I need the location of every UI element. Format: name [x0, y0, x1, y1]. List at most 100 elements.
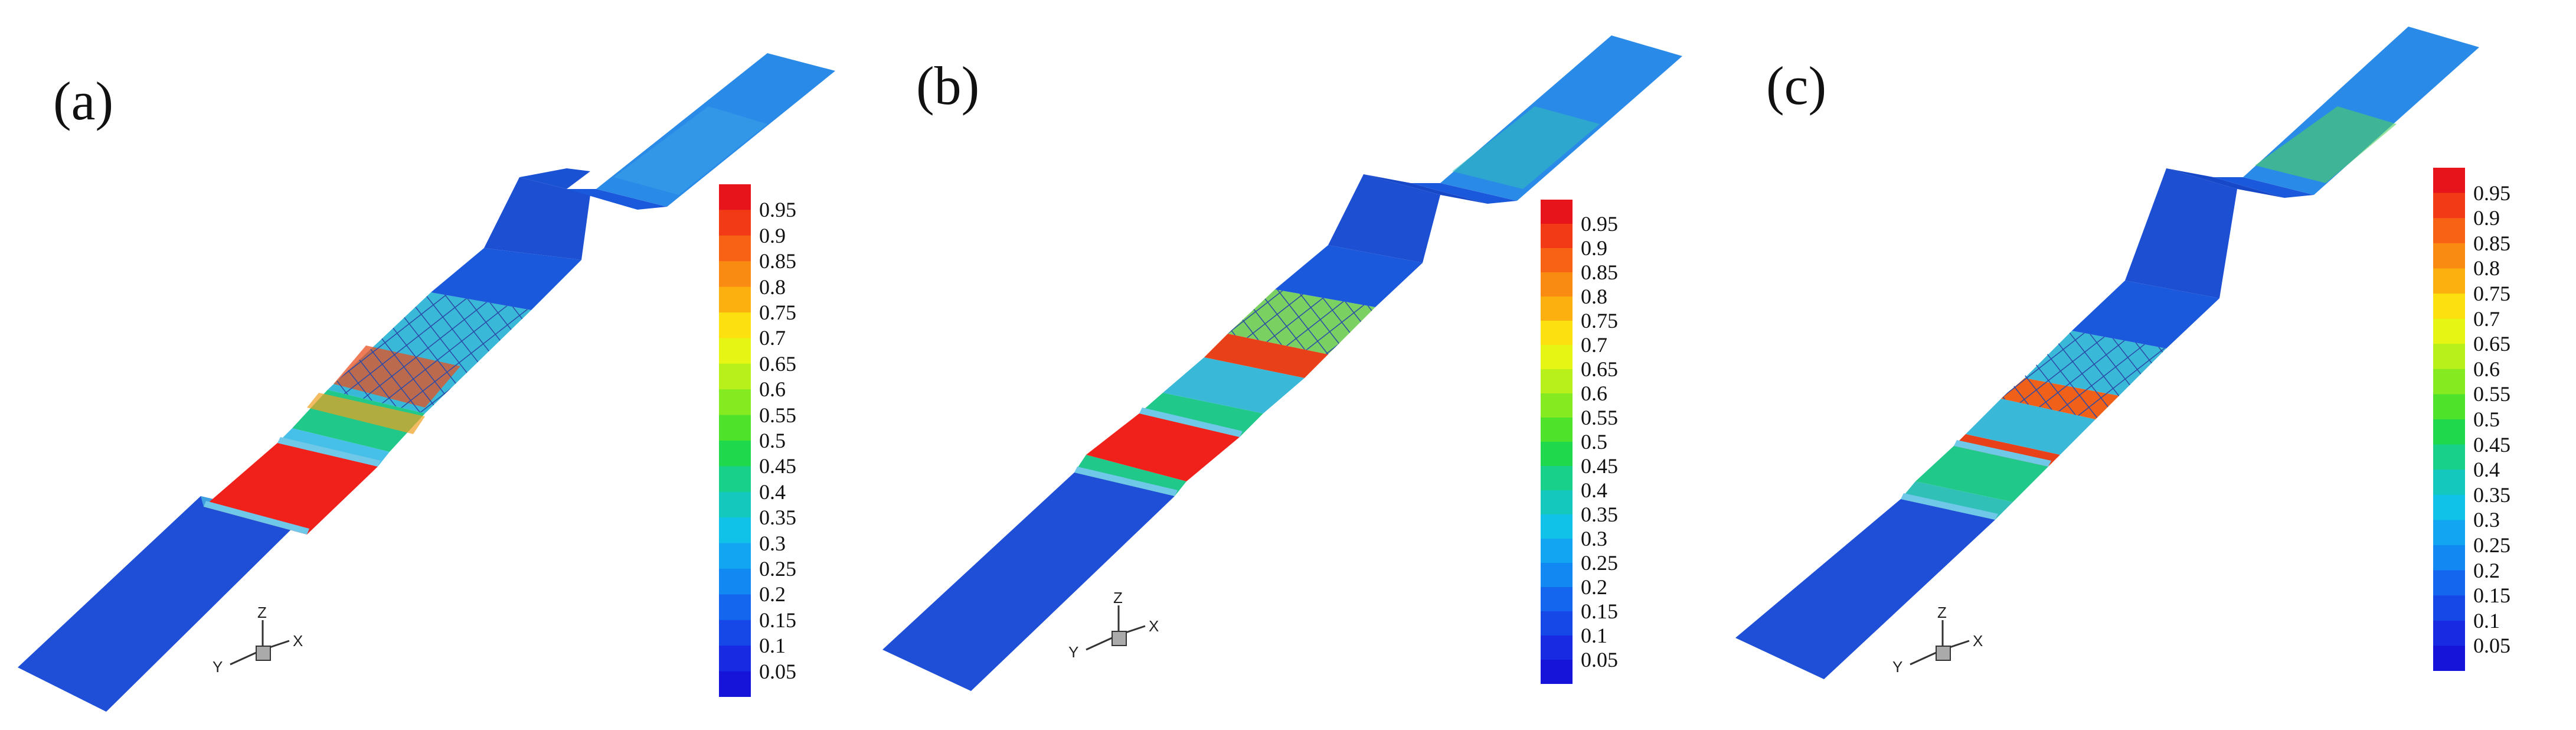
colorbar-band: [2433, 595, 2465, 621]
colorbar-band: [1541, 587, 1573, 612]
colorbar-band: [1541, 272, 1573, 297]
colorbar-band: [719, 338, 751, 364]
colorbar-tick-label: 0.05: [1581, 648, 1618, 672]
axis-z-label: Z: [257, 604, 267, 621]
colorbar-tick-label: 0.2: [759, 582, 786, 607]
colorbar-band: [1541, 611, 1573, 636]
colorbar-tick-label: 0.3: [1581, 527, 1607, 550]
colorbar-band: [2433, 545, 2465, 571]
colorbar-band: [2433, 168, 2465, 194]
colorbar-tick-label: 0.3: [2473, 508, 2500, 532]
axis-triad-b: Z Y X: [1063, 589, 1175, 664]
colorbar-band: [719, 210, 751, 236]
colorbar-tick-label: 0.75: [759, 301, 796, 324]
colorbar-tick-label: 0.25: [759, 557, 796, 581]
axis-x-label: X: [1149, 617, 1159, 635]
colorbar-tick-label: 0.7: [759, 326, 786, 350]
colorbar-tick-label: 0.85: [759, 249, 796, 273]
colorbar-tick-label: 0.55: [2473, 382, 2510, 406]
colorbar-band: [2433, 318, 2465, 344]
colorbar-band: [719, 620, 751, 646]
colorbar-tick-label: 0.05: [759, 659, 796, 683]
colorbar-band: [2433, 646, 2465, 671]
colorbar-band: [719, 543, 751, 569]
colorbar-band: [2433, 520, 2465, 546]
axis-z-label: Z: [1937, 604, 1947, 621]
colorbar-band: [719, 646, 751, 672]
colorbar-band: [2433, 570, 2465, 596]
colorbar-band: [1541, 296, 1573, 321]
colorbar-tick-label: 0.95: [2473, 181, 2510, 205]
colorbar-band: [719, 441, 751, 467]
colorbar-tick-label: 0.65: [759, 351, 796, 376]
colorbar-tick-label: 0.2: [1581, 575, 1607, 599]
colorbar-tick-label: 0.1: [2473, 608, 2500, 633]
colorbar-band: [719, 184, 751, 210]
axis-y-label: Y: [1892, 658, 1903, 676]
colorbar-tick-label: 0.25: [1581, 551, 1618, 575]
colorbar-tick-label: 0.45: [1581, 454, 1618, 478]
colorbar-band: [2433, 470, 2465, 496]
colorbar-tick-label: 0.75: [1581, 309, 1618, 333]
panel-c: (c) Z Y X 0.95 0.9 0.85 0.8 0.75 0.7 0.65 0.6 0.…: [1712, 0, 2576, 730]
colorbar-tick-label: 0.4: [759, 480, 786, 504]
panel-label-c: (c): [1766, 56, 1827, 116]
colorbar-band: [1541, 660, 1573, 684]
colorbar-tick-label: 0.75: [2473, 282, 2510, 305]
colorbar-tick-label: 0.85: [2473, 231, 2510, 255]
colorbar-tick-label: 0.55: [759, 403, 796, 427]
panel-label-b: (b): [916, 56, 980, 116]
colorbar-band: [1541, 490, 1573, 515]
colorbar-tick-label: 0.6: [1581, 382, 1607, 405]
colorbar-tick-label: 0.5: [2473, 408, 2500, 431]
colorbar-band: [719, 569, 751, 595]
colorbar-tick-label: 0.5: [759, 429, 786, 452]
colorbar-tick-label: 0.35: [759, 506, 796, 530]
colorbar-tick-label: 0.7: [1581, 333, 1607, 357]
colorbar-tick-label: 0.9: [1581, 236, 1607, 260]
channel-contour-a: [18, 53, 835, 712]
colorbar-tick-label: 0.8: [1581, 285, 1607, 308]
colorbar-tick-label: 0.7: [2473, 307, 2500, 331]
colorbar-band: [1541, 539, 1573, 563]
colorbar-band: [719, 517, 751, 544]
axis-x-label: X: [293, 632, 303, 650]
colorbar-band: [719, 415, 751, 441]
colorbar-tick-label: 0.45: [759, 454, 796, 478]
colorbar-tick-label: 0.15: [759, 608, 796, 632]
colorbar-tick-label: 0.65: [2473, 332, 2510, 356]
panel-label-a: (a): [53, 71, 114, 131]
colorbar-band: [2433, 344, 2465, 370]
colorbar-tick-label: 0.05: [2473, 634, 2510, 658]
colorbar-tick-label: 0.15: [2473, 584, 2510, 608]
colorbar-band: [719, 389, 751, 416]
colorbar-band: [719, 363, 751, 390]
colorbar-band: [1541, 418, 1573, 442]
colorbar-tick-label: 0.45: [2473, 432, 2510, 457]
colorbar-band: [2433, 243, 2465, 269]
colorbar-band: [2433, 494, 2465, 520]
colorbar-band: [2433, 193, 2465, 219]
colorbar-tick-label: 0.55: [1581, 406, 1618, 429]
colorbar-band: [2433, 294, 2465, 320]
colorbar-band: [1541, 248, 1573, 273]
colorbar-band: [719, 671, 751, 697]
panel-a: (a) Z Y: [0, 0, 856, 730]
colorbar-band: [1541, 393, 1573, 418]
axis-x-label: X: [1973, 632, 1983, 650]
colorbar-band: [719, 261, 751, 288]
colorbar-band: [719, 235, 751, 262]
colorbar-tick-label: 0.25: [2473, 533, 2510, 557]
colorbar-band: [2433, 394, 2465, 420]
colorbar-tick-label: 0.95: [1581, 212, 1618, 236]
colorbar-band: [1541, 345, 1573, 370]
colorbar-band: [1541, 466, 1573, 491]
colorbar-tick-label: 0.6: [2473, 357, 2500, 381]
colorbar-band: [2433, 369, 2465, 395]
colorbar-band: [1541, 636, 1573, 660]
axis-y-label: Y: [213, 658, 223, 676]
colorbar-tick-label: 0.8: [2473, 256, 2500, 281]
colorbar-band: [1541, 224, 1573, 249]
axis-triad-c: Z Y X: [1887, 604, 1999, 679]
colorbar-band: [1541, 369, 1573, 394]
